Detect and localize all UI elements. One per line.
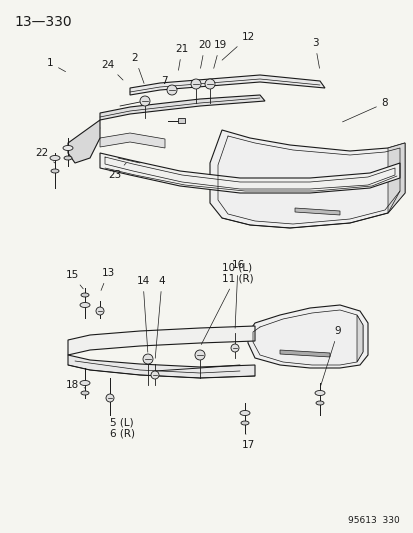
Polygon shape xyxy=(100,133,165,148)
Circle shape xyxy=(140,96,150,106)
Text: 12: 12 xyxy=(221,32,254,60)
Ellipse shape xyxy=(315,401,323,405)
Text: 7: 7 xyxy=(161,76,173,93)
Text: 4: 4 xyxy=(155,276,165,358)
Polygon shape xyxy=(356,315,362,362)
Circle shape xyxy=(190,79,201,89)
Text: 21: 21 xyxy=(175,44,188,70)
Polygon shape xyxy=(100,153,399,193)
Text: 14: 14 xyxy=(136,276,149,352)
Text: 10 (L)
11 (R): 10 (L) 11 (R) xyxy=(201,262,253,344)
Ellipse shape xyxy=(314,391,324,395)
Text: 5 (L)
6 (R): 5 (L) 6 (R) xyxy=(110,417,135,439)
Polygon shape xyxy=(178,118,185,123)
Ellipse shape xyxy=(80,303,90,308)
Text: 22: 22 xyxy=(35,148,55,163)
Circle shape xyxy=(106,394,114,402)
Text: 9: 9 xyxy=(320,326,340,385)
Circle shape xyxy=(151,371,159,379)
Text: 15: 15 xyxy=(65,270,83,289)
Text: 20: 20 xyxy=(198,40,211,68)
Polygon shape xyxy=(68,326,254,355)
Text: 3: 3 xyxy=(311,38,319,68)
Text: 16: 16 xyxy=(231,260,244,328)
Ellipse shape xyxy=(81,391,89,395)
Circle shape xyxy=(195,350,204,360)
Text: 8: 8 xyxy=(342,98,387,122)
Text: 24: 24 xyxy=(101,60,123,80)
Text: 18: 18 xyxy=(65,380,85,390)
Text: 13—330: 13—330 xyxy=(14,15,71,29)
Ellipse shape xyxy=(81,293,89,297)
Text: 95613  330: 95613 330 xyxy=(347,516,399,525)
Ellipse shape xyxy=(51,169,59,173)
Polygon shape xyxy=(247,305,367,368)
Ellipse shape xyxy=(80,381,90,385)
Circle shape xyxy=(230,344,238,352)
Text: 17: 17 xyxy=(241,433,254,450)
Polygon shape xyxy=(68,355,254,378)
Circle shape xyxy=(204,79,214,89)
Text: 2: 2 xyxy=(131,53,144,83)
Circle shape xyxy=(166,85,177,95)
Text: 19: 19 xyxy=(213,40,226,68)
Polygon shape xyxy=(387,143,404,213)
Polygon shape xyxy=(68,120,100,163)
Polygon shape xyxy=(130,75,324,95)
Ellipse shape xyxy=(63,146,73,150)
Polygon shape xyxy=(279,350,329,357)
Circle shape xyxy=(96,307,104,315)
Text: 1: 1 xyxy=(47,58,65,71)
Ellipse shape xyxy=(64,156,72,160)
Circle shape xyxy=(142,354,153,364)
Text: 23: 23 xyxy=(108,163,126,180)
Polygon shape xyxy=(209,130,404,228)
Ellipse shape xyxy=(50,156,60,160)
Ellipse shape xyxy=(240,421,248,425)
Ellipse shape xyxy=(240,410,249,416)
Polygon shape xyxy=(294,208,339,215)
Polygon shape xyxy=(100,95,264,120)
Text: 13: 13 xyxy=(101,268,114,290)
